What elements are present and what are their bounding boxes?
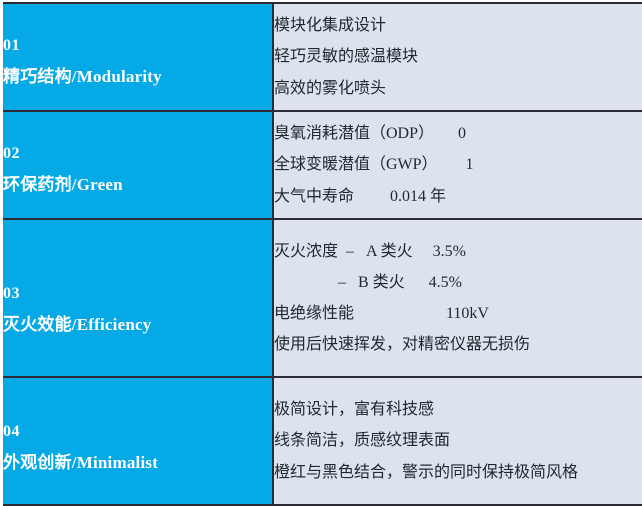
table-body: 01 精巧结构/Modularity 模块化集成设计 轻巧灵敏的感温模块 高效的… [3, 2, 642, 506]
feature-detail-line: 使用后快速挥发，对精密仪器无损伤 [274, 336, 531, 354]
table-row: 03 灭火效能/Efficiency 灭火浓度 – A 类火 3.5% – B … [3, 218, 642, 378]
feature-detail-line: 灭火浓度 – A 类火 3.5% [274, 242, 467, 260]
feature-label-cell: 02 环保药剂/Green [3, 110, 274, 220]
feature-label-cell: 01 精巧结构/Modularity [3, 2, 274, 112]
feature-label-cell: 04 外观创新/Minimalist [3, 376, 274, 506]
table-row: 02 环保药剂/Green 臭氧消耗潜值（ODP） 0 全球变暖潜值（GWP） … [3, 110, 642, 220]
feature-name: 外观创新/Minimalist [3, 453, 159, 473]
feature-detail-line: 全球变暖潜值（GWP） 1 [274, 156, 474, 174]
feature-detail-line: 大气中寿命 0.014 年 [274, 187, 447, 205]
feature-number: 02 [3, 144, 20, 162]
feature-detail-line: 臭氧消耗潜值（ODP） 0 [274, 125, 467, 143]
feature-detail-line: 模块化集成设计 [274, 17, 387, 35]
feature-content-cell: 模块化集成设计 轻巧灵敏的感温模块 高效的雾化喷头 [273, 2, 642, 112]
feature-content-cell: 臭氧消耗潜值（ODP） 0 全球变暖潜值（GWP） 1 大气中寿命 0.014 … [273, 110, 642, 220]
feature-detail-line: – B 类火 4.5% [274, 273, 463, 291]
feature-name: 精巧结构/Modularity [3, 67, 162, 87]
product-feature-table: 01 精巧结构/Modularity 模块化集成设计 轻巧灵敏的感温模块 高效的… [3, 2, 642, 506]
feature-detail-line: 电绝缘性能 110kV [274, 305, 489, 322]
table-row: 01 精巧结构/Modularity 模块化集成设计 轻巧灵敏的感温模块 高效的… [3, 2, 642, 112]
feature-label-cell: 03 灭火效能/Efficiency [3, 218, 274, 378]
feature-detail-line: 橙红与黑色结合，警示的同时保持极简风格 [274, 463, 579, 481]
feature-number: 03 [3, 284, 20, 302]
feature-number: 01 [3, 36, 20, 54]
feature-detail-line: 轻巧灵敏的感温模块 [274, 48, 419, 66]
feature-name: 灭火效能/Efficiency [3, 315, 152, 335]
feature-content-cell: 极简设计，富有科技感 线条简洁，质感纹理表面 橙红与黑色结合，警示的同时保持极简… [273, 376, 642, 506]
table-row: 04 外观创新/Minimalist 极简设计，富有科技感 线条简洁，质感纹理表… [3, 376, 642, 506]
feature-number: 04 [3, 422, 20, 440]
feature-detail-line: 高效的雾化喷头 [274, 79, 387, 97]
feature-content-cell: 灭火浓度 – A 类火 3.5% – B 类火 4.5% 电绝缘性能 110kV… [273, 218, 642, 378]
feature-detail-line: 极简设计，富有科技感 [274, 401, 435, 419]
feature-detail-line: 线条简洁，质感纹理表面 [274, 432, 451, 450]
feature-name: 环保药剂/Green [3, 175, 123, 195]
